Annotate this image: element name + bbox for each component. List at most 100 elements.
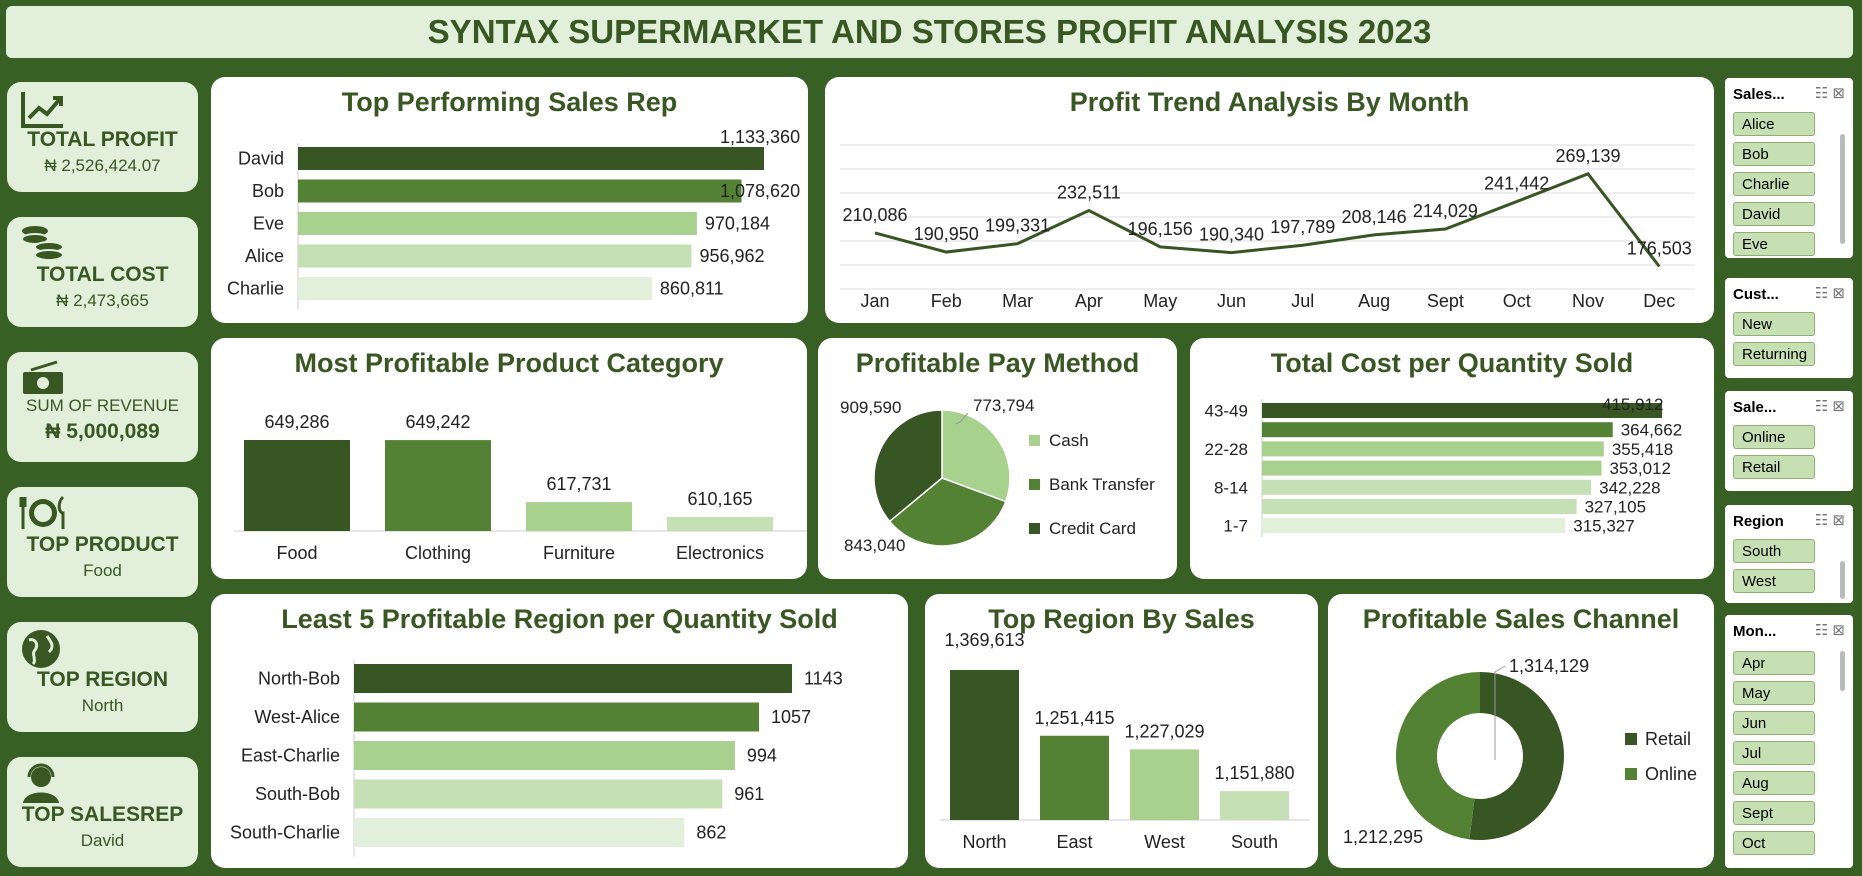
data-label: 176,503: [1627, 238, 1692, 258]
slicer-scrollbar[interactable]: [1840, 651, 1845, 691]
product-category-chart: Food 649,286 Clothing 649,242 Furniture 617,7…: [234, 412, 807, 563]
filter-icons[interactable]: ☷ ⊠: [1814, 285, 1845, 302]
data-label: 208,146: [1342, 207, 1407, 227]
data-label: 196,156: [1128, 219, 1193, 239]
pie-slice: [941, 409, 1011, 503]
slicer-item[interactable]: David: [1733, 202, 1815, 226]
category-label: Food: [276, 543, 317, 563]
kpi-total-cost: TOTAL COST ₦ 2,473,665: [7, 217, 198, 327]
slicer-item[interactable]: Apr: [1733, 651, 1815, 675]
category-label: South-Charlie: [230, 823, 340, 843]
slicer-scrollbar[interactable]: [1840, 561, 1845, 599]
category-label: Aug: [1358, 291, 1390, 311]
slicer-item[interactable]: Online: [1733, 425, 1815, 449]
category-label: East-Charlie: [241, 746, 340, 766]
bar: [950, 670, 1019, 820]
bar: [1262, 441, 1604, 457]
slicer-title: Cust...: [1733, 286, 1779, 303]
data-label: 994: [747, 746, 777, 766]
slicer-item[interactable]: Eve: [1733, 232, 1815, 256]
category-label: Bob: [252, 181, 284, 201]
slicer-item[interactable]: Jun: [1733, 711, 1815, 735]
filter-icons[interactable]: ☷ ⊠: [1814, 512, 1845, 529]
category-label: South: [1231, 832, 1278, 852]
legend-swatch: [1029, 479, 1040, 490]
bar: [1262, 422, 1613, 438]
category-label: Oct: [1503, 291, 1531, 311]
slicer-sales-channel[interactable]: Sale... ☷ ⊠ Online Retail: [1725, 391, 1853, 491]
filter-icons[interactable]: ☷ ⊠: [1814, 85, 1845, 102]
slicer-item[interactable]: Oct: [1733, 831, 1815, 855]
chart-title: Total Cost per Quantity Sold: [1270, 348, 1634, 378]
slicer-scrollbar[interactable]: [1840, 134, 1845, 244]
data-label: 862: [696, 823, 726, 843]
data-label: 415,912: [1602, 395, 1663, 414]
region-sales-chart: North 1,369,613 East 1,251,415 West 1,227,029…: [940, 630, 1310, 852]
category-label: May: [1143, 291, 1177, 311]
pay-method-chart: 773,794 843,040 909,590 Cash Bank Transfer Cr…: [840, 396, 1155, 555]
data-label: 649,286: [264, 412, 329, 432]
globe-icon: [22, 630, 60, 668]
kpi-value: ₦ 5,000,089: [45, 420, 160, 443]
chart-title: Profitable Pay Method: [855, 348, 1140, 378]
slicer-item[interactable]: Retail: [1733, 455, 1815, 479]
bar: [244, 440, 350, 531]
slicer-item[interactable]: Sept: [1733, 801, 1815, 825]
bar: [298, 244, 692, 268]
filter-icons[interactable]: ☷ ⊠: [1814, 398, 1845, 415]
chart-title: Profit Trend Analysis By Month: [1069, 87, 1470, 117]
category-label: Electronics: [676, 543, 764, 563]
bar: [385, 440, 491, 531]
cash-icon: [23, 360, 63, 394]
slicer-item[interactable]: Bob: [1733, 142, 1815, 166]
bar: [1130, 749, 1199, 820]
bar: [1262, 403, 1662, 418]
bar: [526, 502, 632, 531]
bar: [354, 818, 685, 847]
category-label: Alice: [245, 246, 284, 266]
slicer-item[interactable]: Aug: [1733, 771, 1815, 795]
slicer-month[interactable]: Mon... ☷ ⊠ Apr May Jun Jul Aug Sept Oct: [1725, 615, 1853, 868]
slicer-item[interactable]: Jul: [1733, 741, 1815, 765]
data-label: 199,331: [985, 216, 1050, 236]
slicer-item[interactable]: South: [1733, 539, 1815, 563]
slicer-item[interactable]: New: [1733, 312, 1815, 336]
data-label: 197,789: [1270, 217, 1335, 237]
category-label: 43-49: [1205, 402, 1248, 421]
kpi-total-profit: TOTAL PROFIT ₦ 2,526,424.07: [7, 82, 198, 192]
filter-icons[interactable]: ☷ ⊠: [1814, 622, 1845, 639]
bar: [667, 516, 773, 531]
slicer-customer-type[interactable]: Cust... ☷ ⊠ New Returning: [1725, 278, 1853, 378]
slicer-item[interactable]: Returning: [1733, 342, 1815, 366]
pie-slice: [873, 409, 943, 523]
leader-line: [1494, 665, 1506, 760]
data-label: 232,511: [1057, 182, 1121, 202]
data-label: 210,086: [842, 205, 907, 225]
kpi-top-product: TOP PRODUCT Food: [7, 487, 198, 597]
slicer-item[interactable]: West: [1733, 569, 1815, 593]
slicer-region[interactable]: Region ☷ ⊠ South West: [1725, 505, 1853, 603]
slicer-item[interactable]: Alice: [1733, 112, 1815, 136]
kpi-value: David: [80, 831, 125, 850]
data-label: 1,314,129: [1509, 656, 1589, 676]
data-label: 860,811: [660, 279, 724, 299]
bar: [1262, 479, 1592, 495]
kpi-label: TOP PRODUCT: [26, 533, 179, 556]
slicer-title: Region: [1733, 513, 1784, 530]
coins-icon: [21, 226, 64, 261]
slicer-sales-rep[interactable]: Sales... ☷ ⊠ Alice Bob Charlie David Eve: [1725, 78, 1853, 258]
kpi-value: ₦ 2,526,424.07: [44, 156, 161, 175]
panel-sales-channel: Profitable Sales Channel 1,314,129 1,212,…: [1328, 594, 1714, 868]
chart-title: Profitable Sales Channel: [1362, 604, 1680, 634]
data-label: 970,184: [705, 214, 770, 234]
data-label: 1,369,613: [944, 630, 1024, 650]
bar: [354, 741, 735, 770]
legend-label: Cash: [1049, 431, 1089, 450]
chart-line-icon: [21, 92, 63, 128]
slicer-item[interactable]: May: [1733, 681, 1815, 705]
category-label: North: [962, 832, 1006, 852]
category-label: 1-7: [1223, 517, 1248, 536]
slicer-item[interactable]: Charlie: [1733, 172, 1815, 196]
slicer-title: Mon...: [1733, 623, 1777, 640]
